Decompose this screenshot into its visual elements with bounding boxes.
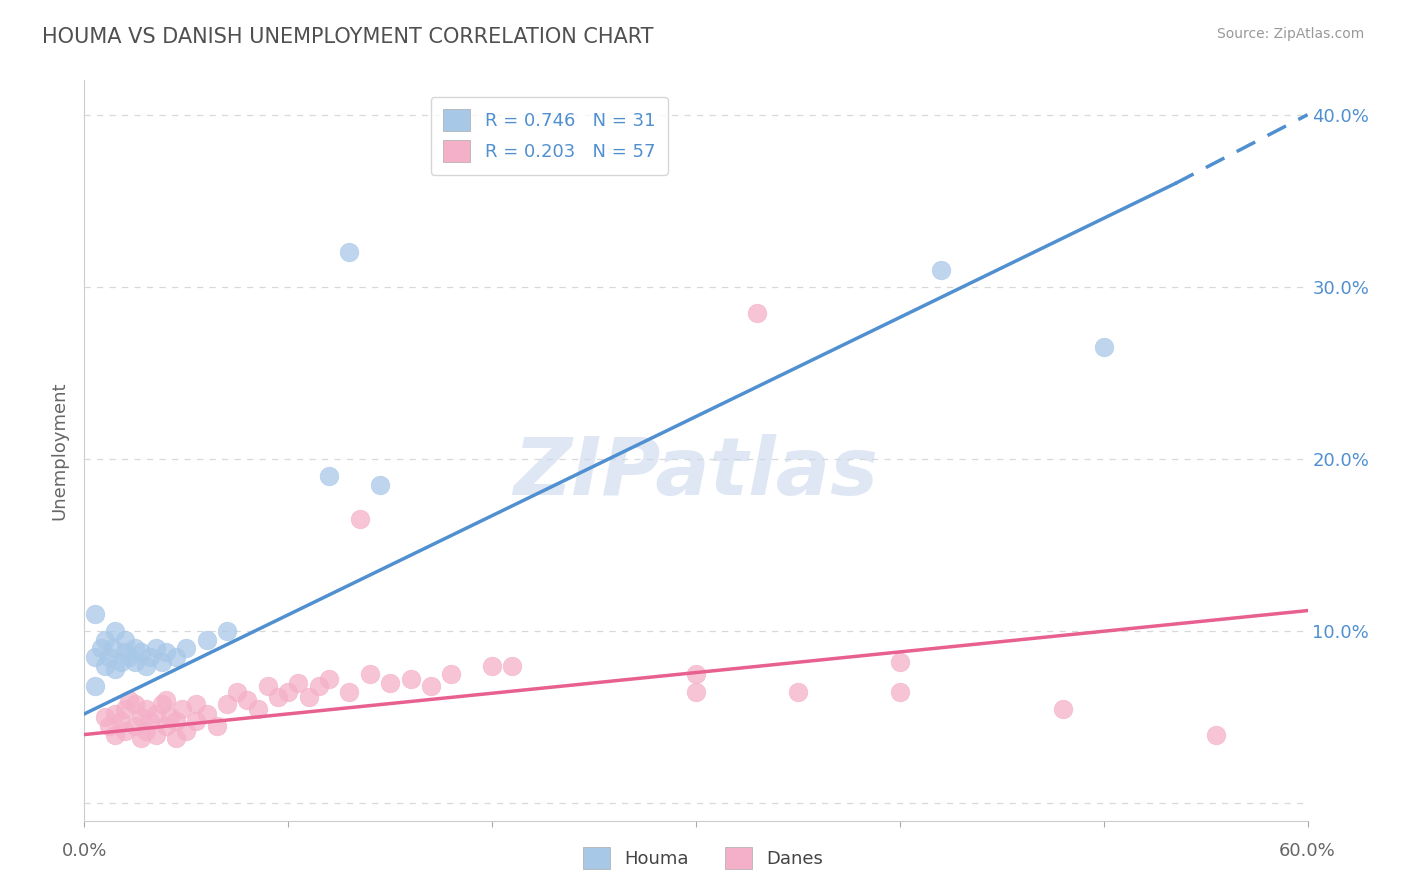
- Point: [165, 650, 187, 665]
- Point: [339, 684, 361, 698]
- Point: [257, 679, 280, 693]
- Point: [787, 684, 810, 698]
- Point: [145, 641, 167, 656]
- Point: [114, 724, 136, 739]
- Point: [685, 667, 707, 681]
- Legend: Houma, Danes: Houma, Danes: [574, 838, 832, 879]
- Point: [124, 697, 146, 711]
- Point: [287, 676, 309, 690]
- Point: [1205, 727, 1227, 741]
- Point: [399, 673, 422, 687]
- Point: [83, 679, 105, 693]
- Point: [420, 679, 443, 693]
- Point: [186, 714, 208, 728]
- Point: [135, 724, 157, 739]
- Point: [929, 262, 952, 277]
- Point: [380, 676, 402, 690]
- Point: [172, 702, 194, 716]
- Point: [97, 650, 120, 665]
- Y-axis label: Unemployment: Unemployment: [51, 381, 69, 520]
- Point: [1092, 340, 1115, 354]
- Point: [440, 667, 463, 681]
- Point: [150, 697, 173, 711]
- Point: [118, 650, 141, 665]
- Point: [277, 684, 299, 698]
- Point: [1052, 702, 1074, 716]
- Point: [298, 690, 321, 704]
- Point: [318, 469, 340, 483]
- Point: [155, 719, 177, 733]
- Point: [114, 632, 136, 647]
- Point: [236, 693, 259, 707]
- Point: [104, 727, 127, 741]
- Point: [165, 731, 187, 745]
- Point: [155, 645, 177, 659]
- Text: ZIPatlas: ZIPatlas: [513, 434, 879, 512]
- Point: [104, 706, 127, 721]
- Point: [368, 478, 391, 492]
- Point: [889, 684, 911, 698]
- Point: [174, 724, 197, 739]
- Point: [97, 719, 120, 733]
- Point: [165, 714, 187, 728]
- Point: [217, 624, 239, 639]
- Point: [155, 693, 177, 707]
- Point: [124, 655, 146, 669]
- Point: [138, 650, 160, 665]
- Point: [131, 731, 153, 745]
- Text: 0.0%: 0.0%: [62, 842, 107, 860]
- Point: [101, 641, 124, 656]
- Text: 60.0%: 60.0%: [1279, 842, 1336, 860]
- Point: [246, 702, 269, 716]
- Point: [131, 645, 153, 659]
- Point: [135, 658, 157, 673]
- Point: [83, 607, 105, 621]
- Point: [186, 697, 208, 711]
- Point: [205, 719, 228, 733]
- Point: [118, 693, 141, 707]
- Point: [339, 245, 361, 260]
- Point: [93, 710, 115, 724]
- Point: [217, 697, 239, 711]
- Point: [308, 679, 330, 693]
- Point: [502, 658, 524, 673]
- Point: [349, 512, 371, 526]
- Point: [359, 667, 381, 681]
- Point: [226, 684, 249, 698]
- Point: [93, 658, 115, 673]
- Point: [195, 632, 218, 647]
- Point: [481, 658, 503, 673]
- Point: [747, 306, 769, 320]
- Text: Source: ZipAtlas.com: Source: ZipAtlas.com: [1216, 27, 1364, 41]
- Point: [159, 710, 181, 724]
- Point: [889, 655, 911, 669]
- Point: [93, 632, 115, 647]
- Point: [90, 641, 112, 656]
- Legend: R = 0.746   N = 31, R = 0.203   N = 57: R = 0.746 N = 31, R = 0.203 N = 57: [430, 96, 668, 175]
- Point: [104, 662, 127, 676]
- Point: [131, 710, 153, 724]
- Point: [110, 655, 132, 669]
- Point: [114, 702, 136, 716]
- Point: [124, 641, 146, 656]
- Point: [135, 702, 157, 716]
- Point: [110, 714, 132, 728]
- Point: [174, 641, 197, 656]
- Point: [138, 714, 160, 728]
- Point: [145, 727, 167, 741]
- Point: [145, 706, 167, 721]
- Point: [267, 690, 290, 704]
- Point: [150, 655, 173, 669]
- Text: HOUMA VS DANISH UNEMPLOYMENT CORRELATION CHART: HOUMA VS DANISH UNEMPLOYMENT CORRELATION…: [42, 27, 654, 46]
- Point: [83, 650, 105, 665]
- Point: [114, 645, 136, 659]
- Point: [195, 706, 218, 721]
- Point: [124, 719, 146, 733]
- Point: [104, 624, 127, 639]
- Point: [685, 684, 707, 698]
- Point: [318, 673, 340, 687]
